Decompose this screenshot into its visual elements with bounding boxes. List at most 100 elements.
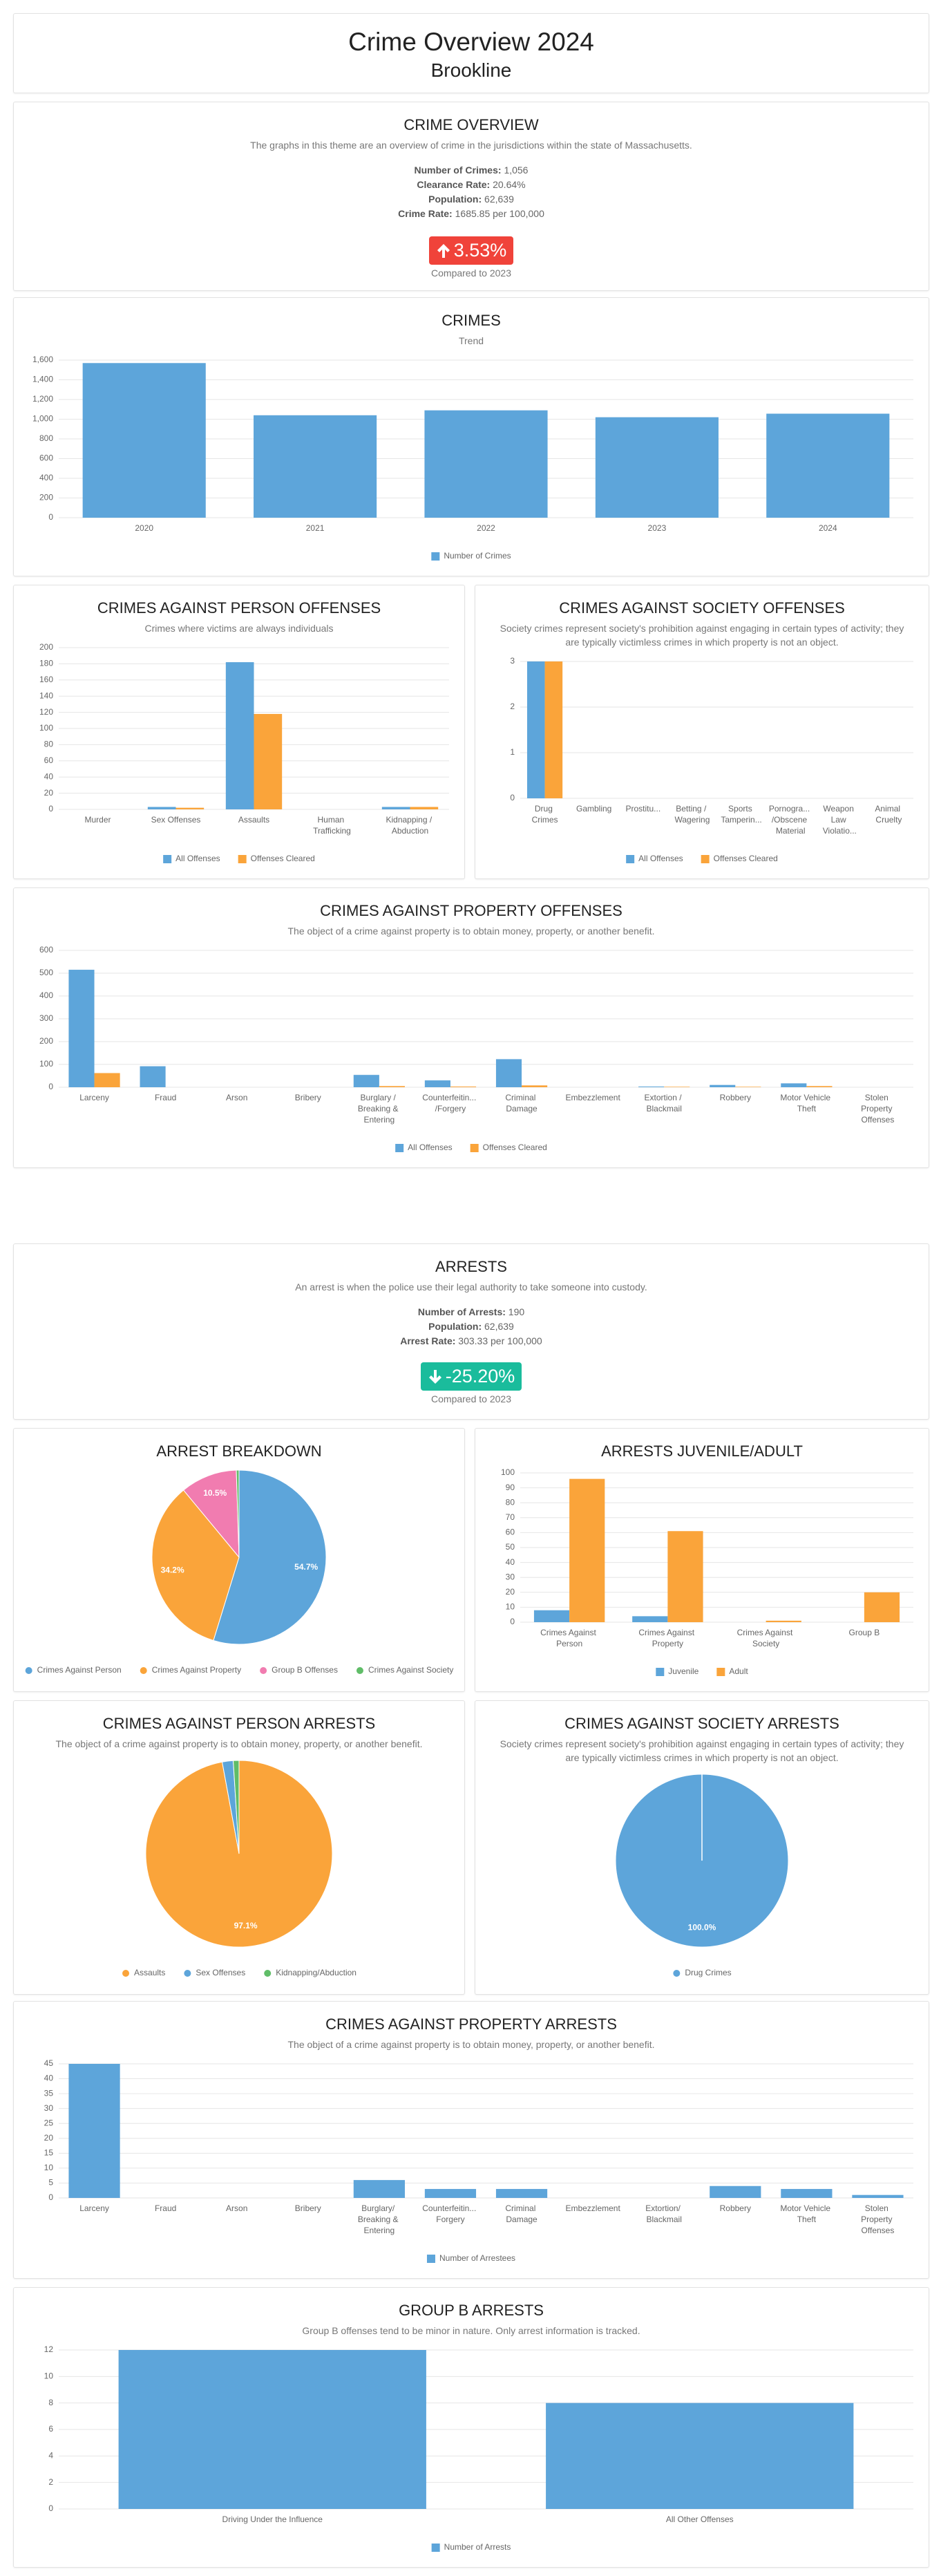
label-line: Theft (797, 2215, 817, 2224)
chart: 0 200 400 600 800 1,000 1,200 1,400 1,600 2020 202… (32, 355, 913, 561)
chart-card: CRIMES AGAINST PERSON OFFENSES Crimes whe… (13, 585, 465, 879)
y-tick-label: 60 (506, 1527, 515, 1537)
label-line: Entering (364, 2226, 395, 2235)
legend: All Offenses Offenses Cleared (626, 854, 778, 863)
bar (710, 1084, 736, 1087)
bar (569, 1478, 605, 1622)
x-tick-label: Animal Cruelty (875, 804, 902, 825)
chart: 0 20 40 60 80 100 120 140 160 180 200 Murder Sex Off… (39, 642, 449, 863)
legend: All Offenses Offenses Cleared (395, 1143, 547, 1152)
label-line: All Other Offenses (666, 2514, 734, 2524)
bar (852, 2194, 904, 2198)
label-line: Blackmail (647, 2215, 682, 2224)
stat-value: 303.33 per 100,000 (458, 1335, 542, 1346)
chart: 0 2 4 6 8 10 12 Driving Under the Influence All … (44, 2344, 913, 2552)
label-line: Tamperin... (721, 815, 761, 825)
x-tick-label: Criminal Damage (505, 1093, 538, 1113)
label-line: Driving Under the Influence (222, 2514, 323, 2524)
bar (147, 807, 176, 809)
stat: Population: 62,639 (398, 192, 544, 207)
x-tick-label: Bribery (295, 1093, 321, 1102)
label-line: Counterfeitin... (422, 1093, 478, 1102)
bar (225, 662, 254, 809)
chart-subtitle: Crimes where victims are always individu… (144, 623, 334, 634)
chart-card: CRIMES AGAINST PROPERTY ARRESTS The objec… (13, 2001, 929, 2279)
legend: Number of Crimes (431, 551, 511, 561)
legend-label: Number of Arrestees (439, 2253, 515, 2263)
bar (546, 2403, 854, 2509)
pie-slice (236, 1469, 240, 1558)
x-tick-label: 2021 (306, 523, 325, 533)
bar (254, 415, 377, 518)
bar (522, 1085, 548, 1087)
y-tick-label: 800 (39, 433, 53, 443)
legend-label: Number of Crimes (444, 551, 511, 561)
overview-card: CRIME OVERVIEW The graphs in this theme … (13, 102, 929, 291)
label-line: Fraud (155, 2203, 176, 2213)
chart: 0 5 10 15 20 25 30 35 40 45 Larceny Fraud Arson Bribe… (44, 2058, 913, 2263)
legend-marker (673, 1970, 681, 1977)
y-tick-label: 20 (44, 2133, 54, 2143)
bar (424, 2189, 477, 2198)
bar (526, 661, 545, 798)
chart-title: CRIMES AGAINST PROPERTY ARRESTS (325, 2015, 617, 2033)
chart-card: CRIMES AGAINST PERSON ARRESTS The object … (13, 1700, 465, 1995)
x-tick-label: Sex Offenses (151, 815, 201, 825)
stat: Crime Rate: 1685.85 per 100,000 (398, 207, 544, 221)
change-value: 3.53% (453, 240, 507, 261)
x-tick-label: Larceny (79, 1093, 109, 1102)
x-tick-label: Criminal Damage (505, 2203, 538, 2224)
label-line: Bribery (295, 1093, 321, 1102)
slice-label: 100.0% (688, 1923, 716, 1933)
x-tick-label: Robbery (720, 2203, 751, 2213)
bar (68, 2064, 120, 2198)
x-tick-label: Prostitu... (625, 804, 660, 814)
card-description: The graphs in this theme are an overview… (250, 140, 692, 151)
legend: Number of Arrests (431, 2542, 511, 2552)
stat-label: Population: (428, 194, 482, 205)
label-line: Sex Offenses (151, 815, 201, 825)
bar (381, 807, 410, 809)
bar (175, 807, 205, 809)
x-tick-label: Stolen Property Offenses (861, 2203, 895, 2235)
y-tick-label: 10 (44, 2371, 54, 2381)
y-tick-label: 25 (44, 2118, 54, 2127)
chart: 97.1% Assaults Sex Offenses Kidnapping/Abdu… (122, 1760, 357, 1977)
slice-label: 10.5% (203, 1488, 227, 1498)
y-tick-label: 2 (510, 702, 515, 711)
bar (864, 1592, 900, 1622)
label-line: Damage (506, 1104, 538, 1113)
x-tick-label: Driving Under the Influence (222, 2514, 323, 2524)
label-line: Stolen (865, 1093, 891, 1102)
stat: Arrest Rate: 303.33 per 100,000 (400, 1334, 542, 1348)
chart: 0 1 2 3 Drug Crimes Gambling Prostitu... Bettin… (510, 656, 913, 863)
stats: Number of Crimes: 1,056 Clearance Rate: … (398, 163, 544, 221)
label-line: Larceny (79, 1093, 109, 1102)
chart-card: GROUP B ARRESTS Group B offenses tend to … (13, 2287, 929, 2568)
label-line: Property (652, 1639, 683, 1648)
slice-label: 54.7% (294, 1562, 318, 1572)
bar (667, 1531, 703, 1622)
label-line: Group B (849, 1628, 880, 1637)
legend-label: Drug Crimes (685, 1968, 731, 1977)
label-line: Gambling (576, 804, 611, 814)
bar (353, 1075, 379, 1087)
y-tick-label: 140 (39, 690, 53, 700)
x-tick-label: Arson (226, 1093, 247, 1102)
y-tick-label: 0 (48, 2503, 53, 2513)
arrests-card: ARRESTS An arrest is when the police use… (13, 1243, 929, 1420)
stat-label: Number of Crimes: (414, 164, 502, 176)
label-line: 2022 (477, 523, 495, 533)
bar (632, 1616, 668, 1622)
label-line: Property (861, 2215, 895, 2224)
y-tick-label: 600 (39, 945, 53, 955)
compared-note: Compared to 2023 (431, 1393, 511, 1404)
page-title: Crime Overview 2024 (348, 28, 594, 56)
x-tick-label: 2024 (819, 523, 837, 533)
down-arrow-icon (428, 1369, 441, 1384)
bar (595, 417, 719, 518)
chart-subtitle: The object of a crime against property i… (55, 1738, 423, 1749)
bar (254, 713, 283, 809)
y-tick-label: 3 (510, 656, 515, 666)
label-line: Damage (506, 2215, 538, 2224)
